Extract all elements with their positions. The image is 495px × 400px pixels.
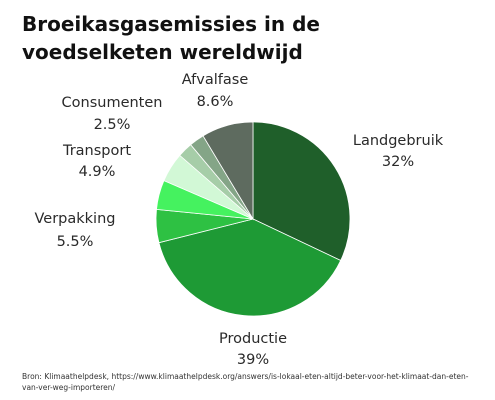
label-afvalfase-name: Afvalfase — [182, 72, 249, 88]
label-consumenten-name: Consumenten — [62, 95, 163, 111]
label-afvalfase-value: 8.6% — [197, 94, 234, 110]
label-transport-name: Transport — [62, 143, 131, 159]
pie-slice-landgebruik-0 — [252, 121, 351, 262]
pie-slice-productie-1 — [158, 218, 342, 317]
chart-title: Broeikasgasemissies in de voedselketen w… — [22, 12, 320, 64]
source-note: Bron: Klimaathelpdesk, https://www.klima… — [22, 372, 469, 392]
label-productie-value: 39% — [237, 352, 269, 368]
pie-slice-afvalfase-7 — [202, 121, 254, 221]
label-productie-name: Productie — [219, 331, 287, 347]
label-verpakking-name: Verpakking — [35, 211, 116, 227]
pie-slices — [155, 121, 351, 317]
label-consumenten-value: 2.5% — [94, 117, 131, 133]
label-landgebruik-value: 32% — [382, 154, 414, 170]
label-verpakking-value: 5.5% — [57, 234, 94, 250]
slice-labels: Landgebruik 32% Productie 39% Verpakking… — [35, 72, 444, 368]
label-transport-value: 4.9% — [79, 164, 116, 180]
label-landgebruik-name: Landgebruik — [353, 133, 444, 149]
